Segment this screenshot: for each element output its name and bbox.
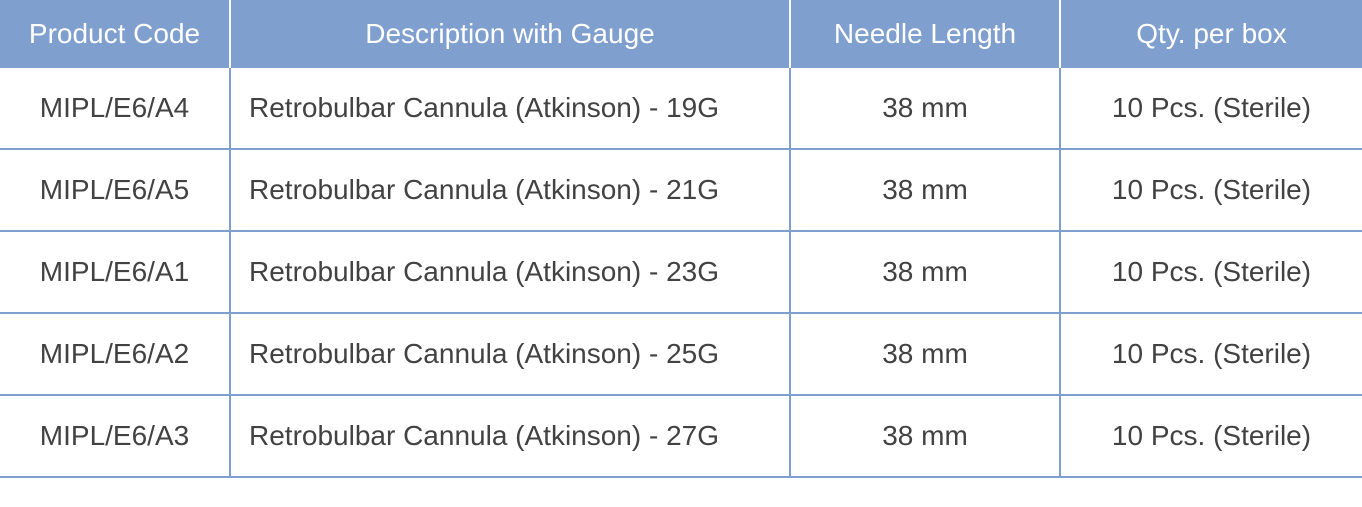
col-header-qty-per-box: Qty. per box: [1060, 0, 1362, 68]
cell-needle-length: 38 mm: [790, 313, 1060, 395]
product-table: Product Code Description with Gauge Need…: [0, 0, 1362, 478]
cell-qty-per-box: 10 Pcs. (Sterile): [1060, 313, 1362, 395]
cell-needle-length: 38 mm: [790, 395, 1060, 477]
table-row: MIPL/E6/A4 Retrobulbar Cannula (Atkinson…: [0, 68, 1362, 149]
cell-needle-length: 38 mm: [790, 231, 1060, 313]
cell-qty-per-box: 10 Pcs. (Sterile): [1060, 68, 1362, 149]
cell-product-code: MIPL/E6/A3: [0, 395, 230, 477]
table-header-row: Product Code Description with Gauge Need…: [0, 0, 1362, 68]
cell-product-code: MIPL/E6/A2: [0, 313, 230, 395]
table-row: MIPL/E6/A3 Retrobulbar Cannula (Atkinson…: [0, 395, 1362, 477]
cell-description: Retrobulbar Cannula (Atkinson) - 23G: [230, 231, 790, 313]
cell-description: Retrobulbar Cannula (Atkinson) - 27G: [230, 395, 790, 477]
cell-product-code: MIPL/E6/A4: [0, 68, 230, 149]
cell-product-code: MIPL/E6/A5: [0, 149, 230, 231]
cell-needle-length: 38 mm: [790, 68, 1060, 149]
col-header-product-code: Product Code: [0, 0, 230, 68]
cell-qty-per-box: 10 Pcs. (Sterile): [1060, 395, 1362, 477]
cell-qty-per-box: 10 Pcs. (Sterile): [1060, 231, 1362, 313]
cell-product-code: MIPL/E6/A1: [0, 231, 230, 313]
cell-description: Retrobulbar Cannula (Atkinson) - 21G: [230, 149, 790, 231]
cell-needle-length: 38 mm: [790, 149, 1060, 231]
col-header-description: Description with Gauge: [230, 0, 790, 68]
col-header-needle-length: Needle Length: [790, 0, 1060, 68]
table-row: MIPL/E6/A1 Retrobulbar Cannula (Atkinson…: [0, 231, 1362, 313]
cell-description: Retrobulbar Cannula (Atkinson) - 19G: [230, 68, 790, 149]
table-row: MIPL/E6/A5 Retrobulbar Cannula (Atkinson…: [0, 149, 1362, 231]
table-row: MIPL/E6/A2 Retrobulbar Cannula (Atkinson…: [0, 313, 1362, 395]
cell-description: Retrobulbar Cannula (Atkinson) - 25G: [230, 313, 790, 395]
cell-qty-per-box: 10 Pcs. (Sterile): [1060, 149, 1362, 231]
